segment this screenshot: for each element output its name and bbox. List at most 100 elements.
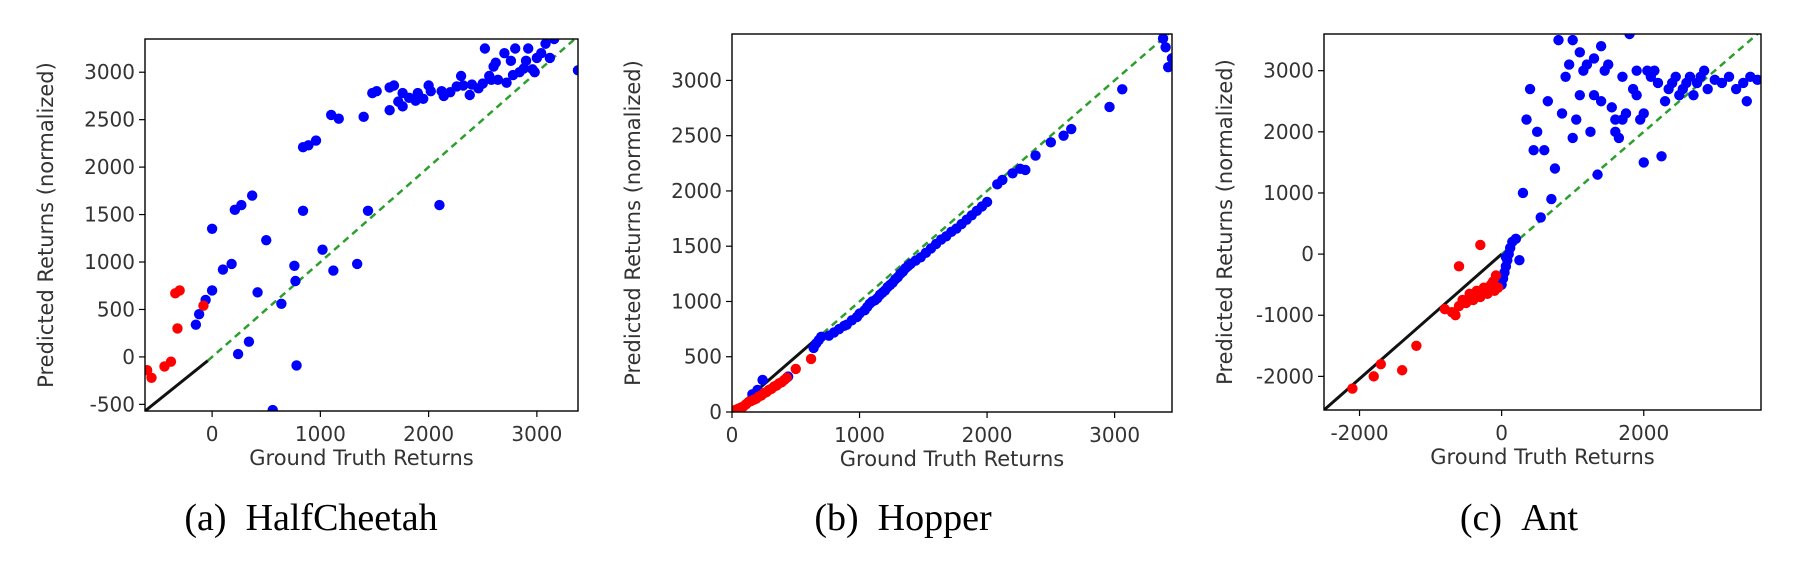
- x-tick-label: 0: [726, 423, 739, 447]
- x-tick-label: 0: [1495, 421, 1508, 445]
- blue-point: [358, 111, 369, 123]
- y-tick-label: 500: [97, 297, 135, 321]
- blue-point: [1752, 74, 1761, 86]
- blue-point: [388, 80, 400, 91]
- x-axis-label: Ground Truth Returns: [840, 447, 1064, 471]
- blue-point: [333, 113, 344, 124]
- blue-point: [252, 287, 263, 298]
- red-point: [165, 356, 177, 367]
- blue-point: [1546, 193, 1557, 205]
- caption-ant: (c) Ant: [1459, 497, 1579, 539]
- blue-point: [243, 336, 255, 347]
- blue-point: [1606, 102, 1617, 113]
- reference-line: [206, 39, 577, 362]
- blue-point: [1688, 89, 1699, 101]
- blue-point: [1560, 71, 1571, 82]
- blue-point: [328, 265, 339, 276]
- blue-point: [1007, 168, 1018, 179]
- blue-point: [1595, 41, 1607, 52]
- red-point: [1475, 239, 1486, 251]
- red-point: [1490, 270, 1502, 281]
- blue-point: [362, 205, 374, 216]
- blue-point: [544, 52, 556, 64]
- blue-point: [1649, 65, 1660, 76]
- caption-hopper: (b) Hopper: [814, 497, 992, 539]
- blue-point: [1617, 114, 1628, 125]
- blue-point: [425, 85, 436, 97]
- x-tick-label: 3000: [511, 422, 562, 446]
- blue-point: [455, 70, 467, 82]
- red-point: [172, 323, 183, 334]
- y-tick-label: 0: [1301, 242, 1314, 266]
- blue-point: [1603, 59, 1614, 70]
- blue-point: [1670, 71, 1681, 82]
- x-axis-label: Ground Truth Returns: [249, 446, 473, 470]
- blue-point: [1592, 169, 1603, 180]
- blue-point: [1581, 59, 1593, 70]
- blue-point: [997, 174, 1008, 186]
- blue-point: [310, 135, 322, 146]
- y-tick-label: 2000: [671, 179, 722, 203]
- blue-point: [1738, 77, 1749, 89]
- blue-point: [236, 199, 247, 211]
- blue-point: [1610, 114, 1621, 125]
- x-axis-label: Ground Truth Returns: [1430, 445, 1654, 469]
- x-tick-label: 1000: [834, 423, 885, 447]
- chart-hopper: 0 1000 2000 3000 0 500 1000 1500 2000 2500 3000 Gro…: [621, 33, 1173, 471]
- y-tick-label: -2000: [1256, 364, 1314, 388]
- y-tick-label: 1500: [671, 234, 722, 258]
- blue-point: [520, 55, 532, 67]
- blue-point: [816, 331, 827, 343]
- y-tick-label: 3000: [671, 68, 722, 92]
- y-tick-label: 500: [684, 345, 722, 369]
- blue-point: [1517, 187, 1529, 199]
- blue-point: [1624, 34, 1635, 40]
- blue-point: [529, 67, 540, 78]
- red-point: [1411, 340, 1422, 352]
- blue-point: [1556, 108, 1568, 119]
- blue-point: [206, 223, 218, 234]
- x-tick-label: 2000: [403, 422, 454, 446]
- blue-point: [1563, 59, 1575, 70]
- y-tick-label: 1500: [84, 203, 135, 227]
- blue-point: [572, 65, 578, 76]
- y-tick-label: 0: [122, 345, 135, 369]
- blue-point: [1528, 144, 1539, 156]
- y-tick-label: 1000: [671, 289, 722, 313]
- blue-point: [193, 309, 205, 320]
- blue-point: [1549, 163, 1561, 174]
- blue-point: [1631, 65, 1642, 76]
- axes-frame: [144, 38, 579, 412]
- red-point: [1457, 294, 1468, 306]
- y-axis-label: Predicted Returns (normalized): [1213, 59, 1237, 385]
- blue-point: [1574, 47, 1586, 58]
- blue-point: [1157, 34, 1169, 44]
- plot-area: [732, 34, 1172, 412]
- axes-frame: [1323, 33, 1762, 411]
- red-point: [174, 285, 185, 296]
- blue-point: [1730, 83, 1742, 95]
- plot-area: [1324, 34, 1761, 410]
- red-point: [198, 300, 209, 311]
- red-point: [1478, 282, 1490, 293]
- x-tick-label: -2000: [1330, 421, 1388, 445]
- blue-point: [540, 39, 551, 49]
- blue-point: [1656, 151, 1667, 162]
- blue-point: [1741, 96, 1752, 107]
- x-tick-label: 2000: [962, 423, 1013, 447]
- blue-point: [384, 104, 395, 116]
- blue-point: [1166, 53, 1172, 64]
- blue-point: [510, 43, 521, 54]
- blue-point: [267, 404, 278, 411]
- blue-point: [289, 260, 300, 272]
- blue-point: [226, 258, 237, 270]
- blue-point: [1574, 89, 1586, 101]
- red-point: [790, 363, 801, 375]
- blue-point: [1723, 71, 1735, 82]
- red-point: [1453, 261, 1465, 272]
- red-point: [1375, 358, 1387, 370]
- blue-point: [505, 55, 517, 67]
- chart-ant: -2000 0 2000 -2000 -1000 0 1000 2000 3000 Ground …: [1213, 33, 1762, 469]
- blue-point: [757, 374, 768, 386]
- chart-halfcheetah: 0 1000 2000 3000 -500 0 500 1000 1500 2000 2500 300…: [34, 38, 579, 470]
